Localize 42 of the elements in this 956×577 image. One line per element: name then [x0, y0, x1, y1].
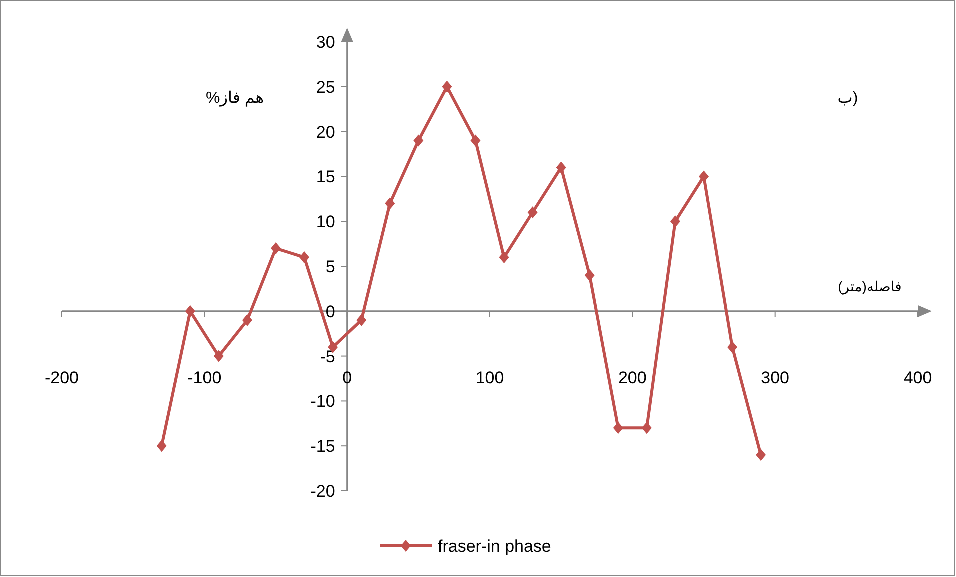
y-tick-label: 30 [316, 33, 336, 52]
x-tick-label: -100 [188, 368, 222, 388]
point [756, 449, 766, 462]
point [613, 422, 624, 434]
point [470, 134, 481, 147]
point [185, 305, 196, 318]
y-tick-label: 0 [326, 302, 336, 322]
y-tick-label: 25 [316, 78, 336, 97]
point [642, 422, 652, 434]
x-tick-label: 0 [342, 368, 352, 388]
y-tick-label: 10 [316, 212, 336, 232]
y-tick-label: 15 [316, 168, 336, 187]
y-tick-label: 20 [316, 122, 336, 142]
point [214, 350, 224, 362]
point [584, 269, 595, 282]
x-tick-label: -200 [44, 368, 80, 388]
point [356, 314, 367, 326]
point [670, 216, 680, 228]
point [385, 198, 396, 210]
y-tick-label: -20 [310, 482, 336, 501]
y-tick-label: 5 [326, 258, 336, 276]
y-axis-title: %هم فاز [206, 90, 264, 107]
point [528, 206, 538, 219]
point [271, 242, 281, 255]
point [156, 440, 167, 452]
point [728, 341, 738, 354]
annotation: ب) [838, 90, 858, 107]
x-tick-label: 300 [761, 368, 790, 388]
point [699, 170, 709, 183]
y-tick-label: -10 [310, 392, 336, 412]
y-tick-label: -15 [310, 437, 336, 456]
point [300, 252, 310, 264]
x-tick-label: 100 [476, 368, 504, 388]
x-axis-title: فاصله(متر) [838, 278, 902, 296]
x-tick-label: 400 [904, 368, 932, 388]
point [442, 80, 452, 93]
point [414, 134, 424, 147]
point [242, 314, 252, 326]
point [556, 162, 566, 174]
x-tick-label: 200 [618, 368, 647, 388]
point [499, 252, 510, 264]
legend-label: fraser-in phase [438, 537, 552, 556]
